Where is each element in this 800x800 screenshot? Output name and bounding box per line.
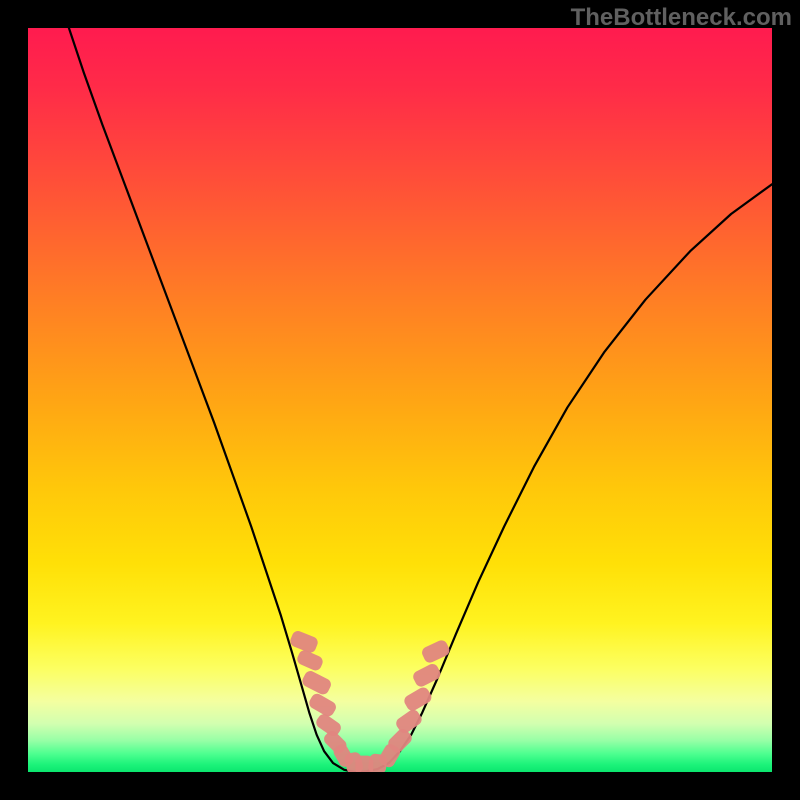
watermark-text: TheBottleneck.com [571, 4, 792, 32]
plot-svg [28, 28, 772, 772]
gradient-background [28, 28, 772, 772]
plot-area [28, 28, 772, 772]
